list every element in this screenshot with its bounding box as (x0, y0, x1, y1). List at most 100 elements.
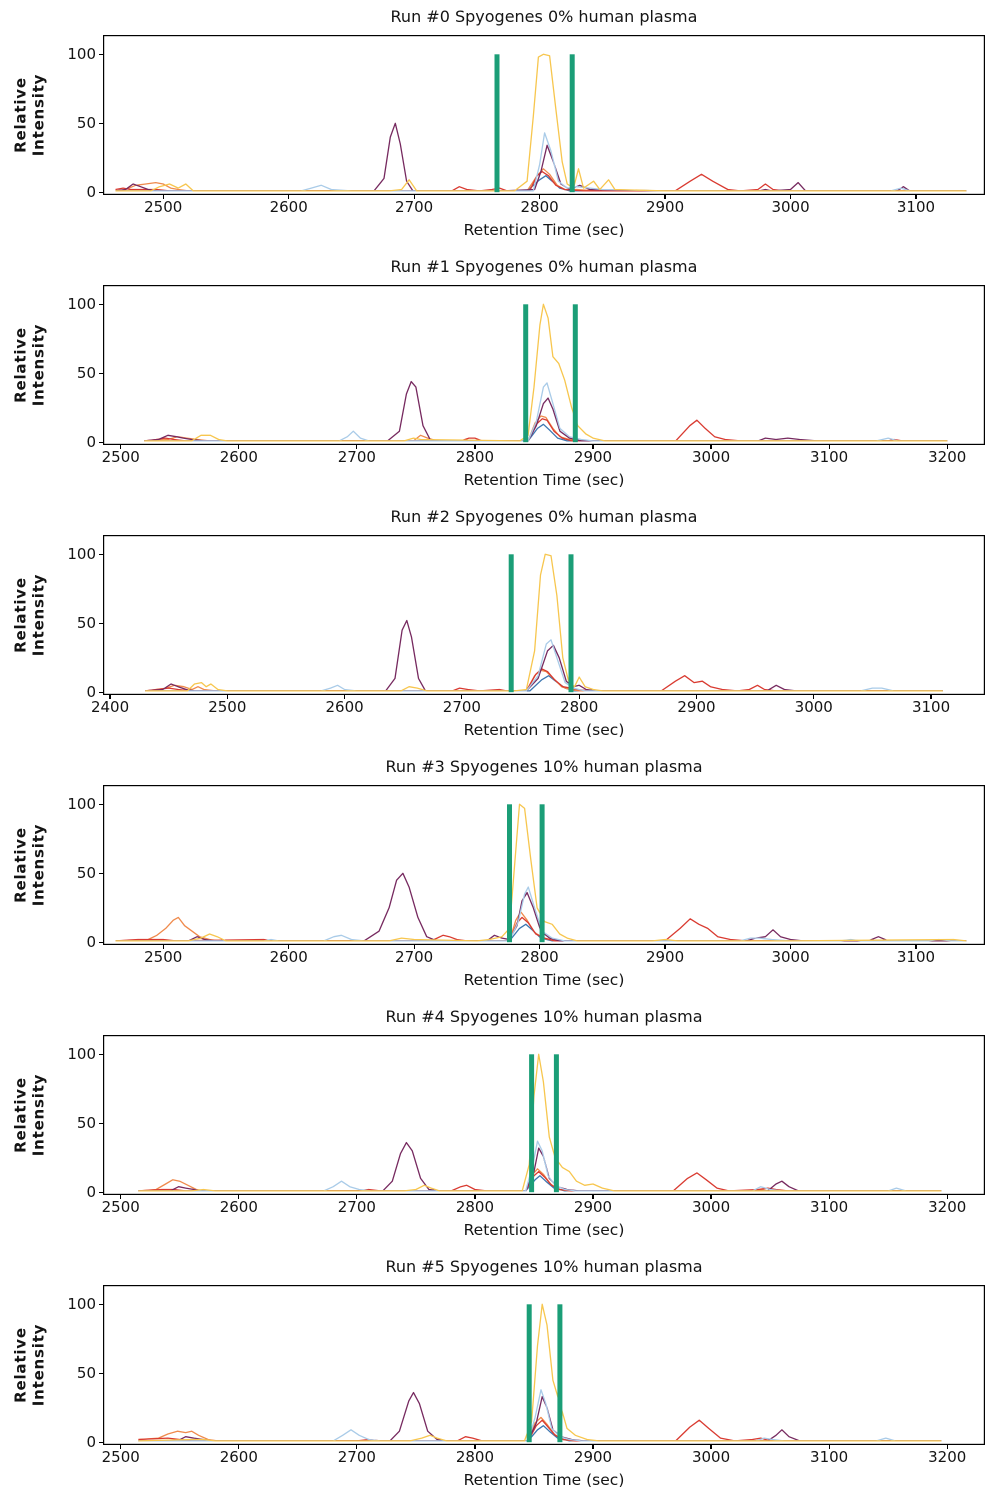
y-axis-label: Relative Intensity (11, 1074, 47, 1157)
x-tick-label: 2700 (395, 948, 434, 966)
series-line-trace-red (115, 170, 967, 192)
y-axis-label-line1: Relative (11, 1077, 30, 1153)
x-tick (664, 945, 666, 949)
y-tick (99, 441, 103, 443)
series-line-trace-blue (115, 175, 967, 192)
plot-frame (103, 1285, 985, 1445)
plot-area (103, 1285, 985, 1445)
y-tick (99, 691, 103, 693)
x-tick-label: 2500 (208, 698, 247, 716)
x-tick (828, 445, 830, 449)
x-tick-label: 3000 (691, 1448, 731, 1466)
x-tick-label: 3100 (810, 448, 849, 466)
series-line-trace-lightblue (138, 1140, 942, 1192)
x-tick (344, 695, 346, 699)
x-tick (461, 695, 463, 699)
y-axis-label: Relative Intensity (11, 74, 47, 157)
plot-frame (103, 285, 985, 445)
y-tick-label: 100 (67, 795, 96, 814)
plot-frame (103, 35, 985, 195)
x-tick (578, 695, 580, 699)
y-tick-label: 50 (76, 1364, 96, 1383)
y-tick (99, 622, 103, 624)
x-tick-label: 3100 (896, 198, 936, 216)
peak-window-marker-start (523, 304, 529, 443)
peak-window-marker-end (557, 1304, 563, 1443)
x-tick-label: 2800 (455, 448, 495, 466)
x-tick-label: 2700 (395, 198, 434, 216)
series-line-trace-red (138, 1170, 942, 1192)
x-tick (813, 695, 815, 699)
series-line-trace-lightblue (144, 382, 948, 442)
x-tick (413, 945, 415, 949)
plot-area (103, 285, 985, 445)
x-tick-label: 2800 (520, 948, 559, 966)
x-tick-label: 2900 (645, 948, 685, 966)
x-tick-label: 2500 (144, 948, 183, 966)
peak-window-marker-start (508, 554, 514, 693)
x-tick (288, 945, 290, 949)
x-tick-label: 2800 (455, 1448, 495, 1466)
x-tick (915, 945, 917, 949)
y-axis-label-line1: Relative (11, 77, 30, 153)
x-tick (710, 445, 712, 449)
x-tick-label: 2600 (219, 1198, 258, 1216)
x-tick-label: 2700 (337, 448, 376, 466)
y-tick-label: 50 (76, 1114, 96, 1133)
x-tick-label: 2900 (645, 198, 685, 216)
y-tick-label: 50 (76, 864, 96, 883)
x-tick-label: 2700 (442, 698, 481, 716)
series-line-trace-red (144, 418, 948, 442)
x-tick-label: 3100 (911, 698, 951, 716)
series-line-trace-lightblue (138, 1389, 942, 1442)
series-line-trace-purple (138, 1391, 942, 1442)
x-tick (356, 1445, 358, 1449)
series-line-trace-lightblue (115, 132, 967, 192)
plot-title: Run #4 Spyogenes 10% human plasma (385, 1007, 703, 1026)
x-tick-label: 2500 (144, 198, 183, 216)
series-line-trace-red (138, 1419, 942, 1442)
x-tick (474, 445, 476, 449)
subplot-2: Run #2 Spyogenes 0% human plasma Relative… (0, 500, 1000, 750)
x-tick (789, 945, 792, 949)
y-tick (99, 1122, 103, 1124)
x-tick-label: 3200 (928, 1448, 967, 1466)
plot-title: Run #3 Spyogenes 10% human plasma (385, 757, 703, 776)
subplot-3: Run #3 Spyogenes 10% human plasma Relativ… (0, 750, 1000, 1000)
y-tick-label: 50 (76, 114, 96, 133)
y-tick (99, 1303, 103, 1305)
x-tick-label: 2600 (269, 948, 308, 966)
x-tick-label: 2500 (101, 1448, 140, 1466)
y-tick-label: 0 (86, 1183, 96, 1202)
y-tick (99, 941, 103, 943)
y-axis-label-line2: Intensity (29, 823, 47, 907)
series-line-trace-blue (144, 423, 948, 442)
y-axis-label-line2: Intensity (29, 323, 47, 407)
y-tick (99, 553, 103, 555)
x-tick (946, 1445, 948, 1449)
y-tick-label: 100 (67, 1295, 96, 1314)
x-tick-label: 2800 (560, 698, 599, 716)
x-tick (226, 695, 228, 699)
x-tick-label: 3200 (928, 448, 967, 466)
series-line-trace-blue (138, 1175, 942, 1192)
x-tick-label: 2800 (455, 1198, 495, 1216)
y-tick (99, 1191, 103, 1193)
x-tick-label: 2500 (101, 448, 140, 466)
plot-title: Run #5 Spyogenes 10% human plasma (385, 1257, 703, 1276)
x-tick (120, 1445, 122, 1449)
x-tick-label: 2600 (269, 198, 308, 216)
series-line-trace-gold (138, 1303, 942, 1442)
series-line-trace-gold (138, 1053, 942, 1192)
x-tick-label: 3000 (771, 948, 810, 966)
series-line-trace-gold (115, 803, 967, 942)
x-tick-label: 2600 (219, 448, 258, 466)
peak-window-marker-end (568, 554, 574, 693)
series-line-trace-gold (115, 53, 967, 192)
x-tick-label: 2700 (337, 1448, 376, 1466)
x-axis-label: Retention Time (sec) (463, 971, 625, 989)
series-line-trace-blue (145, 675, 943, 692)
plot-title: Run #0 Spyogenes 0% human plasma (390, 7, 698, 26)
y-axis-label: Relative Intensity (11, 574, 47, 657)
